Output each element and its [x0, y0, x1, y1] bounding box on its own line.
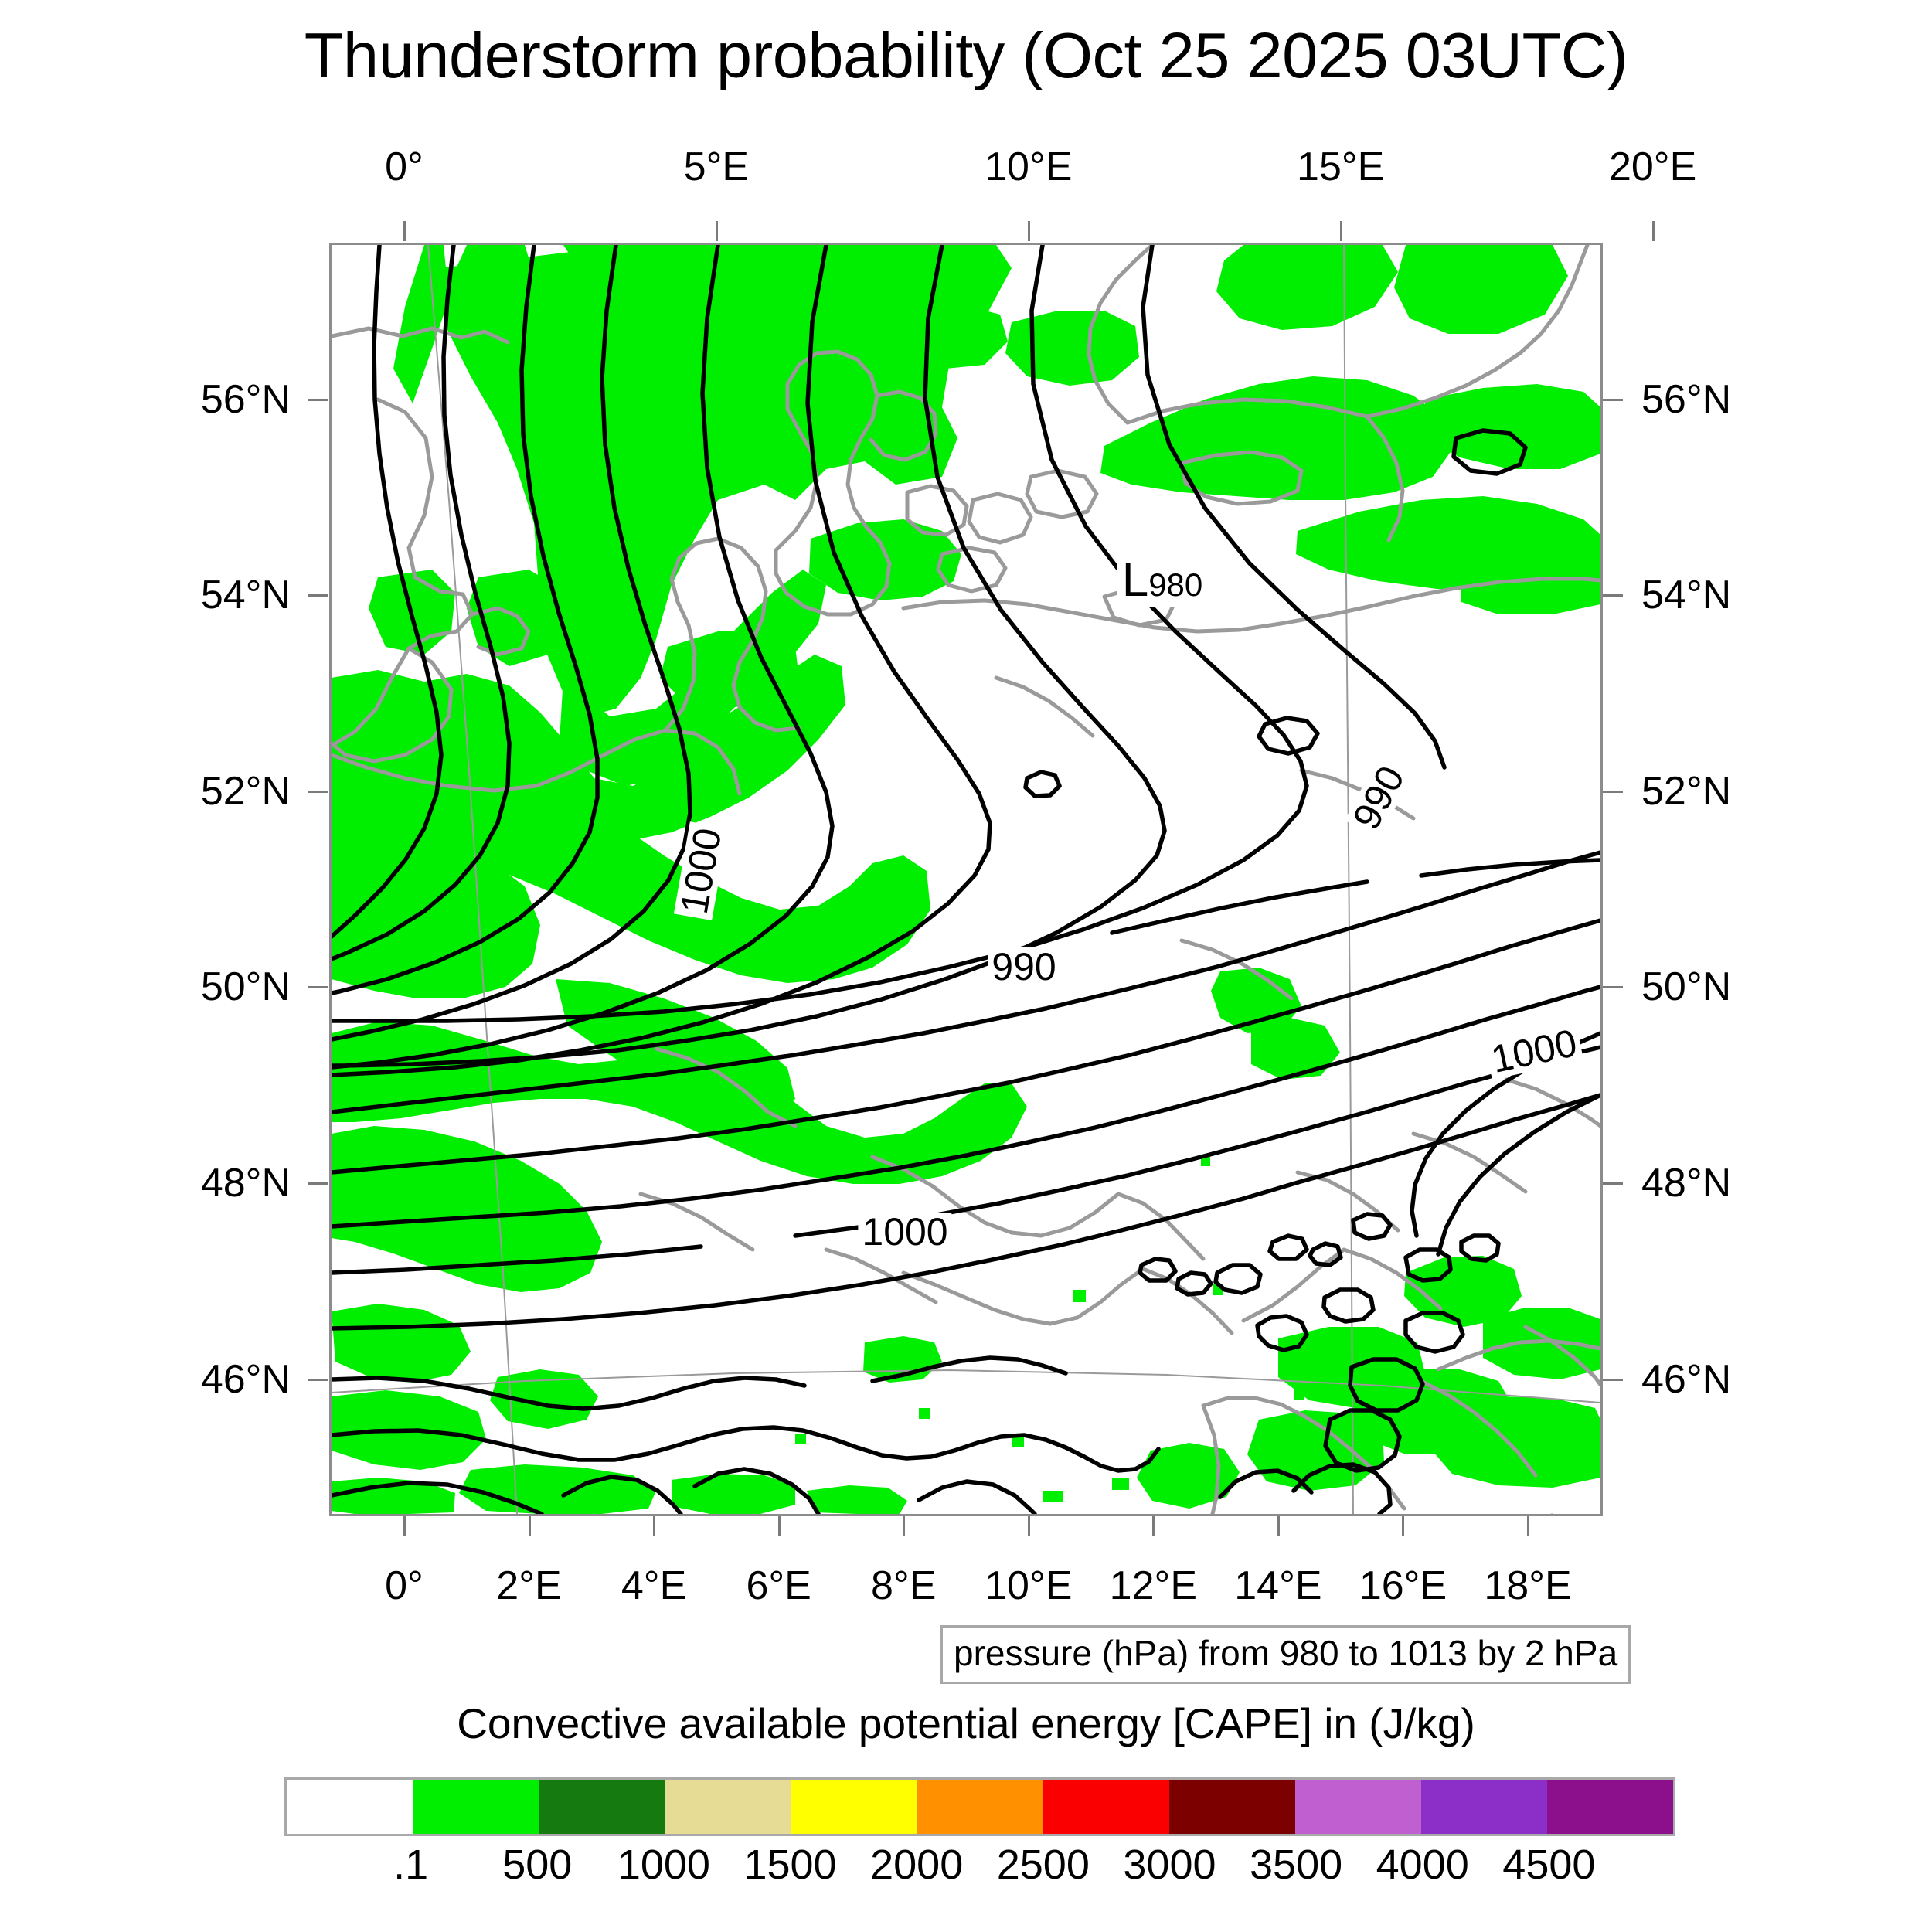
colorbar-segment[interactable] [791, 1780, 917, 1834]
bottom-axis-tick-label: 2°E [496, 1563, 562, 1608]
right-axis-tick-label: 50°N [1641, 964, 1732, 1010]
bottom-axis-tick-label: 6°E [746, 1563, 811, 1608]
right-axis-tick-mark [1603, 986, 1623, 989]
top-axis-tick-mark [1339, 221, 1342, 241]
colorbar-segment[interactable] [1420, 1780, 1547, 1834]
top-axis-tick-label: 20°E [1608, 145, 1697, 189]
left-axis-tick-label: 46°N [200, 1356, 291, 1402]
right-axis-tick-mark [1603, 790, 1623, 793]
left-axis-tick-label: 56°N [200, 376, 291, 422]
colorbar-tick-label: 500 [502, 1842, 573, 1888]
bottom-axis-tick-mark [528, 1516, 531, 1536]
top-axis-tick-mark [1651, 221, 1655, 241]
colorbar-tick-label: 1500 [743, 1842, 837, 1888]
bottom-axis-tick-mark [1402, 1516, 1405, 1536]
colorbar-segment[interactable] [917, 1780, 1043, 1834]
page-title: Thunderstorm probability (Oct 25 2025 03… [304, 19, 1628, 91]
right-axis-tick-mark [1603, 1182, 1623, 1185]
colorbar-tick-label: 4500 [1502, 1842, 1596, 1888]
left-axis-tick-mark [308, 1182, 328, 1185]
colorbar-segment[interactable] [1546, 1780, 1674, 1834]
colorbar-tick-label: 1000 [617, 1842, 710, 1888]
bottom-axis-tick-mark [653, 1516, 656, 1536]
colorbar-segment[interactable] [413, 1780, 539, 1834]
left-axis-tick-mark [308, 594, 328, 597]
low-pressure-symbol: L [1121, 553, 1149, 607]
top-axis-tick-label: 5°E [683, 145, 750, 189]
top-axis-tick-label: 10°E [985, 145, 1073, 189]
bottom-axis-tick-mark [1277, 1516, 1280, 1536]
bottom-axis-tick-mark [777, 1516, 781, 1536]
right-axis-tick-mark [1603, 398, 1623, 401]
cape-colorbar[interactable] [284, 1777, 1675, 1836]
pressure-contours [332, 245, 1600, 1514]
bottom-axis-tick-mark [1527, 1516, 1530, 1536]
left-axis-tick-label: 50°N [200, 964, 291, 1010]
contour-label: 1000 [858, 1213, 952, 1251]
right-axis-tick-label: 54°N [1641, 573, 1732, 618]
top-axis-tick-mark [1027, 221, 1030, 241]
colorbar-title: Convective available potential energy [C… [457, 1699, 1475, 1747]
colorbar-tick-label: 3000 [1123, 1842, 1216, 1888]
left-axis-tick-mark [308, 986, 328, 989]
bottom-axis-tick-label: 18°E [1484, 1563, 1572, 1608]
colorbar-tick-label: .1 [393, 1842, 429, 1888]
colorbar-segment[interactable] [1294, 1780, 1421, 1834]
bottom-axis-tick-label: 16°E [1359, 1563, 1447, 1608]
top-axis-tick-label: 15°E [1297, 145, 1385, 189]
map-graphics [332, 245, 1600, 1514]
colorbar-segment[interactable] [287, 1780, 413, 1834]
right-axis-tick-label: 46°N [1641, 1356, 1732, 1402]
colorbar-segment[interactable] [539, 1780, 665, 1834]
map-plot-area[interactable]: 1000990990100010001010101010101010 L980L… [329, 243, 1603, 1516]
bottom-axis-tick-mark [1027, 1516, 1030, 1536]
bottom-axis-tick-label: 14°E [1234, 1563, 1322, 1608]
pressure-note-box: pressure (hPa) from 980 to 1013 by 2 hPa [940, 1625, 1631, 1684]
left-axis-tick-label: 52°N [200, 768, 291, 814]
bottom-axis-tick-label: 4°E [621, 1563, 687, 1608]
colorbar-tick-label: 2500 [996, 1842, 1090, 1888]
bottom-axis-tick-label: 10°E [985, 1563, 1073, 1608]
pressure-center-value: 980 [1148, 566, 1203, 603]
left-axis-tick-mark [308, 1378, 328, 1381]
bottom-axis-tick-mark [903, 1516, 906, 1536]
colorbar-segment[interactable] [1168, 1780, 1295, 1834]
top-axis-tick-label: 0° [385, 145, 423, 189]
bottom-axis-tick-label: 12°E [1109, 1563, 1198, 1608]
bottom-axis-tick-label: 0° [385, 1563, 423, 1608]
bottom-axis-tick-mark [403, 1516, 406, 1536]
right-axis-tick-mark [1603, 594, 1623, 597]
colorbar-tick-label: 2000 [870, 1842, 964, 1888]
right-axis-tick-label: 56°N [1641, 376, 1732, 422]
pressure-center-label: L980 [1117, 555, 1208, 607]
left-axis-tick-label: 54°N [200, 573, 291, 618]
colorbar-tick-label: 4000 [1376, 1842, 1469, 1888]
bottom-axis-tick-mark [1152, 1516, 1155, 1536]
top-axis-tick-mark [715, 221, 718, 241]
right-axis-tick-mark [1603, 1378, 1623, 1381]
left-axis-tick-label: 48°N [200, 1160, 291, 1206]
left-axis-tick-mark [308, 398, 328, 401]
top-axis-tick-mark [403, 221, 406, 241]
colorbar-tick-label: 3500 [1250, 1842, 1343, 1888]
colorbar-tick-labels: .1 500 1000 1500 2000 2500 3000 3500 4000 4500 [284, 1841, 1675, 1895]
right-axis-tick-label: 48°N [1641, 1160, 1732, 1206]
colorbar-segment[interactable] [1043, 1780, 1169, 1834]
right-axis-tick-label: 52°N [1641, 768, 1732, 814]
left-axis-tick-mark [308, 790, 328, 793]
contour-label: 990 [988, 947, 1060, 986]
bottom-axis-tick-label: 8°E [871, 1563, 937, 1608]
colorbar-segment[interactable] [665, 1780, 791, 1834]
